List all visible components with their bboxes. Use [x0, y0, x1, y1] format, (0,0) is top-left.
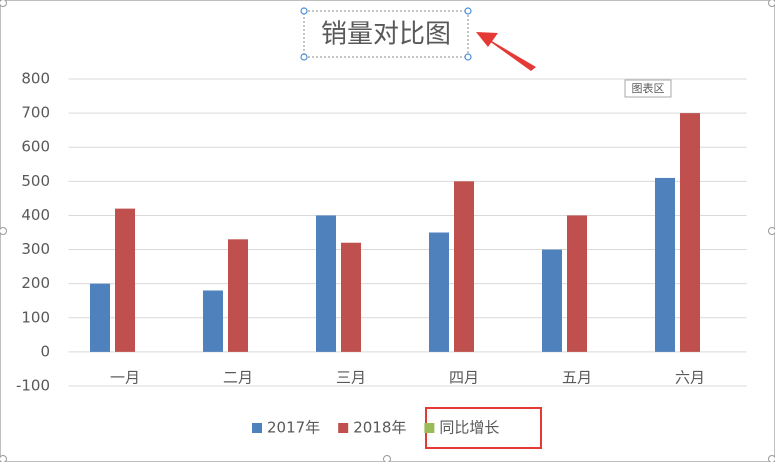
bar [655, 177, 675, 352]
bar [341, 242, 361, 352]
bar [429, 232, 449, 352]
selection-handles [300, 7, 472, 61]
x-tick-label: 三月 [336, 369, 366, 387]
tooltip: 图表区 [632, 81, 665, 95]
title-selection [303, 10, 469, 58]
y-tick-label: 700 [21, 104, 50, 122]
bar [454, 181, 474, 352]
legend-label: 同比增长 [439, 419, 499, 437]
legend-swatch [252, 423, 262, 433]
x-tick-label: 一月 [110, 369, 140, 387]
x-tick-label: 四月 [449, 369, 479, 387]
x-tick-label: 五月 [562, 369, 592, 387]
annotation-arrow [476, 32, 536, 71]
y-tick-label: 0 [40, 342, 50, 360]
y-tick-label: 800 [21, 70, 50, 88]
bar [228, 239, 248, 352]
bar [115, 208, 135, 352]
bar [680, 113, 700, 352]
bar [542, 249, 562, 352]
legend-label: 2017年 [267, 419, 320, 437]
legend-swatch [338, 423, 349, 433]
legend-swatch [424, 423, 435, 433]
y-tick-label: 100 [21, 308, 50, 326]
chart-title: 销量对比图 [321, 20, 451, 50]
y-tick-label: 400 [21, 206, 50, 224]
y-tick-label: -100 [16, 377, 50, 395]
bar [90, 283, 110, 352]
bar [567, 215, 587, 352]
y-tick-label: 600 [21, 138, 50, 156]
tooltip-box [624, 79, 672, 98]
x-tick-label: 六月 [675, 369, 705, 387]
y-tick-label: 200 [21, 274, 50, 292]
x-tick-label: 二月 [223, 369, 253, 387]
bar [316, 215, 336, 352]
y-tick-label: 300 [21, 240, 50, 258]
legend-label: 2018年 [353, 419, 406, 437]
bar [203, 290, 223, 352]
y-tick-label: 500 [21, 172, 50, 190]
